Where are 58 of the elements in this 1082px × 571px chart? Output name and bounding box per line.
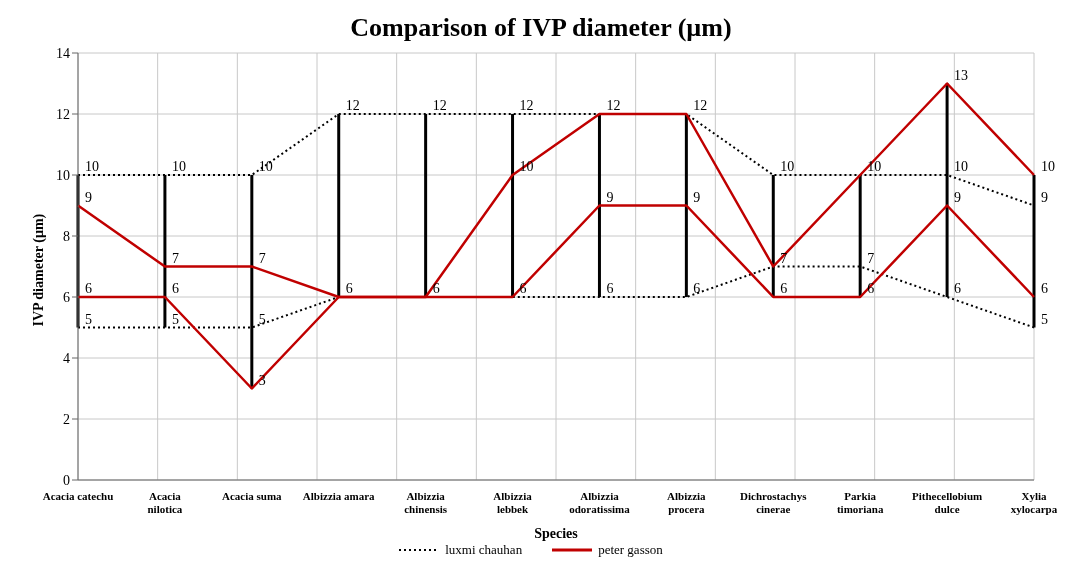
data-label: 10 xyxy=(85,159,99,174)
data-label: 5 xyxy=(1041,311,1048,327)
x-tick-label: Albizzia procera xyxy=(667,490,707,515)
x-axis-title: Species xyxy=(534,526,579,541)
legend-label: luxmi chauhan xyxy=(444,542,523,558)
data-label: 9 xyxy=(606,189,614,205)
data-label: 6 xyxy=(606,281,614,296)
data-label: 6 xyxy=(1041,281,1048,296)
data-label: 12 xyxy=(432,98,447,113)
x-tick-label: Acacia nilotica xyxy=(147,490,183,515)
data-label: 12 xyxy=(519,98,534,113)
data-label: 5 xyxy=(85,311,92,327)
data-label: 10 xyxy=(258,159,273,174)
data-label: 5 xyxy=(171,311,179,327)
y-tick-label: 12 xyxy=(56,106,70,122)
y-tick-label: 2 xyxy=(63,411,70,427)
y-tick-label: 14 xyxy=(56,45,70,61)
data-label: 6 xyxy=(693,281,701,296)
data-label: 7 xyxy=(171,250,179,266)
data-label: 6 xyxy=(85,281,92,296)
data-label: 9 xyxy=(1041,189,1048,205)
data-label: 7 xyxy=(258,250,266,266)
x-tick-label: Albizzia amara xyxy=(302,490,376,502)
legend-label: peter gasson xyxy=(597,542,663,558)
data-label: 10 xyxy=(1041,159,1055,174)
x-tick-label: Albizzia chinensis xyxy=(404,490,448,515)
y-tick-label: 10 xyxy=(56,167,70,183)
data-label: 6 xyxy=(780,281,788,296)
data-label: 12 xyxy=(693,98,708,113)
y-tick-label: 0 xyxy=(63,472,70,488)
data-label: 6 xyxy=(171,281,179,296)
data-label: 6 xyxy=(432,281,440,296)
y-tick-label: 4 xyxy=(63,350,70,366)
x-tick-label: Acacia catechu xyxy=(42,490,114,502)
data-label: 10 xyxy=(954,159,969,174)
x-tick-label: Pithecellobium dulce xyxy=(911,490,983,515)
data-label: 10 xyxy=(867,159,882,174)
data-label: 12 xyxy=(606,98,621,113)
x-tick-label: Albizzia odoratissima xyxy=(569,490,631,515)
x-tick-label: Dichrostachys cinerae xyxy=(740,490,808,515)
x-tick-label: Parkia timoriana xyxy=(836,490,884,515)
y-tick-label: 8 xyxy=(63,228,70,244)
data-label: 9 xyxy=(85,189,92,205)
data-label: 9 xyxy=(954,189,962,205)
y-axis-title: IVP diameter (µm) xyxy=(30,213,47,327)
data-label: 13 xyxy=(954,67,969,83)
x-tick-label: Albizzia lebbek xyxy=(493,490,533,515)
x-tick-label: Xylia xylocarpa xyxy=(1010,490,1058,515)
y-tick-label: 6 xyxy=(63,289,70,305)
x-tick-label: Acacia suma xyxy=(222,490,283,502)
chart-title: Comparison of IVP diameter (µm) xyxy=(350,13,732,42)
data-label: 6 xyxy=(954,281,962,296)
data-label: 10 xyxy=(171,159,186,174)
data-label: 9 xyxy=(693,189,701,205)
data-label: 10 xyxy=(780,159,795,174)
data-label: 6 xyxy=(345,281,353,296)
data-label: 7 xyxy=(867,250,875,266)
data-label: 12 xyxy=(345,98,360,113)
